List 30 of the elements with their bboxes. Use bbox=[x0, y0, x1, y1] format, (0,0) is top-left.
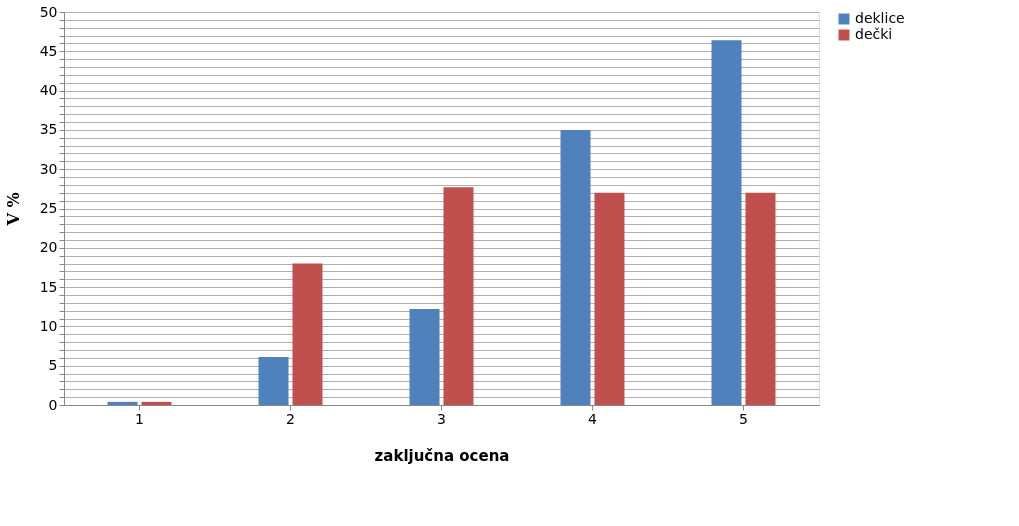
bar bbox=[560, 129, 591, 405]
y-tick-label: 10 bbox=[39, 317, 58, 334]
x-axis-title: zaključna ocena bbox=[374, 446, 510, 465]
bar bbox=[258, 357, 289, 405]
x-tick-label: 1 bbox=[135, 410, 144, 427]
x-tick-label: 4 bbox=[588, 410, 598, 427]
bar bbox=[409, 309, 440, 405]
bar bbox=[711, 40, 742, 405]
y-tick-label: 25 bbox=[39, 200, 58, 216]
y-tick-label: 30 bbox=[39, 160, 58, 177]
y-tick-label: 45 bbox=[39, 42, 58, 59]
bar bbox=[107, 401, 138, 405]
bar bbox=[292, 263, 323, 405]
y-tick-label: 15 bbox=[39, 278, 58, 295]
legend-label: dečki bbox=[855, 26, 893, 42]
bar bbox=[141, 401, 172, 405]
x-tick-label: 3 bbox=[437, 410, 446, 427]
y-tick-label: 0 bbox=[48, 396, 58, 413]
y-tick-label: 40 bbox=[39, 82, 58, 99]
y-tick-label: 35 bbox=[39, 121, 58, 138]
bar bbox=[443, 187, 474, 405]
x-tick-label: 5 bbox=[739, 410, 748, 427]
bar bbox=[594, 192, 625, 405]
bar bbox=[745, 192, 776, 405]
y-axis-title: V % bbox=[3, 192, 23, 227]
legend-label: deklice bbox=[855, 10, 905, 26]
y-tick-label: 20 bbox=[39, 239, 58, 256]
x-tick-label: 2 bbox=[286, 410, 295, 427]
y-tick-label: 5 bbox=[48, 357, 58, 374]
y-tick-label: 50 bbox=[39, 3, 58, 20]
